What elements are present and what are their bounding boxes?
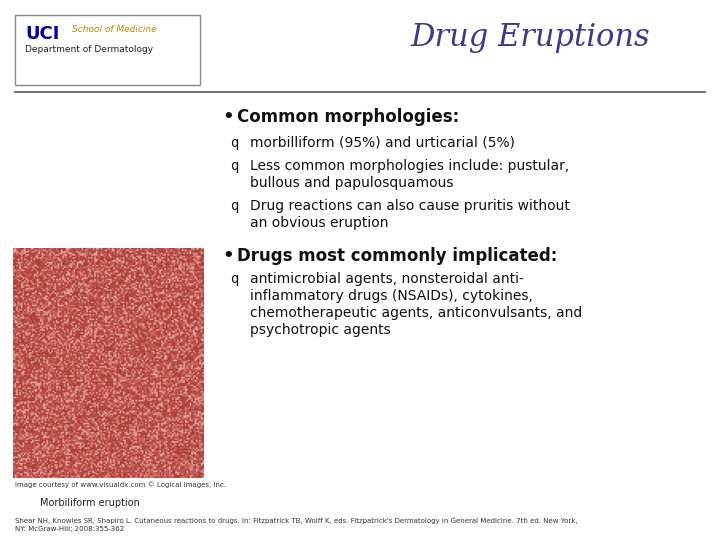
Text: Drug reactions can also cause pruritis without: Drug reactions can also cause pruritis w…	[250, 199, 570, 213]
Text: morbilliform (95%) and urticarial (5%): morbilliform (95%) and urticarial (5%)	[250, 136, 515, 150]
Text: Department of Dermatology: Department of Dermatology	[25, 45, 153, 54]
Text: bullous and papulosquamous: bullous and papulosquamous	[250, 176, 454, 190]
Text: •: •	[222, 108, 233, 126]
Text: inflammatory drugs (NSAIDs), cytokines,: inflammatory drugs (NSAIDs), cytokines,	[250, 289, 533, 303]
Text: •: •	[222, 247, 233, 265]
Text: q: q	[230, 272, 238, 286]
Text: antimicrobial agents, nonsteroidal anti-: antimicrobial agents, nonsteroidal anti-	[250, 272, 524, 286]
Text: Drug Eruptions: Drug Eruptions	[410, 22, 650, 53]
Text: Drugs most commonly implicated:: Drugs most commonly implicated:	[237, 247, 557, 265]
Text: q: q	[230, 199, 238, 213]
FancyBboxPatch shape	[15, 15, 200, 85]
Text: Less common morphologies include: pustular,: Less common morphologies include: pustul…	[250, 159, 570, 173]
Text: Morbiliform eruption: Morbiliform eruption	[40, 498, 140, 508]
Text: Image courtesy of www.visualdx.com © Logical Images, Inc.: Image courtesy of www.visualdx.com © Log…	[15, 481, 226, 488]
Text: an obvious eruption: an obvious eruption	[250, 216, 389, 230]
Text: UCI: UCI	[25, 25, 59, 43]
Text: q: q	[230, 136, 238, 150]
Text: School of Medicine: School of Medicine	[72, 25, 157, 34]
Text: psychotropic agents: psychotropic agents	[250, 323, 391, 337]
Text: Common morphologies:: Common morphologies:	[237, 108, 459, 126]
Text: q: q	[230, 159, 238, 173]
Text: chemotherapeutic agents, anticonvulsants, and: chemotherapeutic agents, anticonvulsants…	[250, 306, 582, 320]
Text: Shear NH, Knowles SR, Shapiro L. Cutaneous reactions to drugs. In: Fitzpatrick T: Shear NH, Knowles SR, Shapiro L. Cutaneo…	[15, 518, 577, 532]
